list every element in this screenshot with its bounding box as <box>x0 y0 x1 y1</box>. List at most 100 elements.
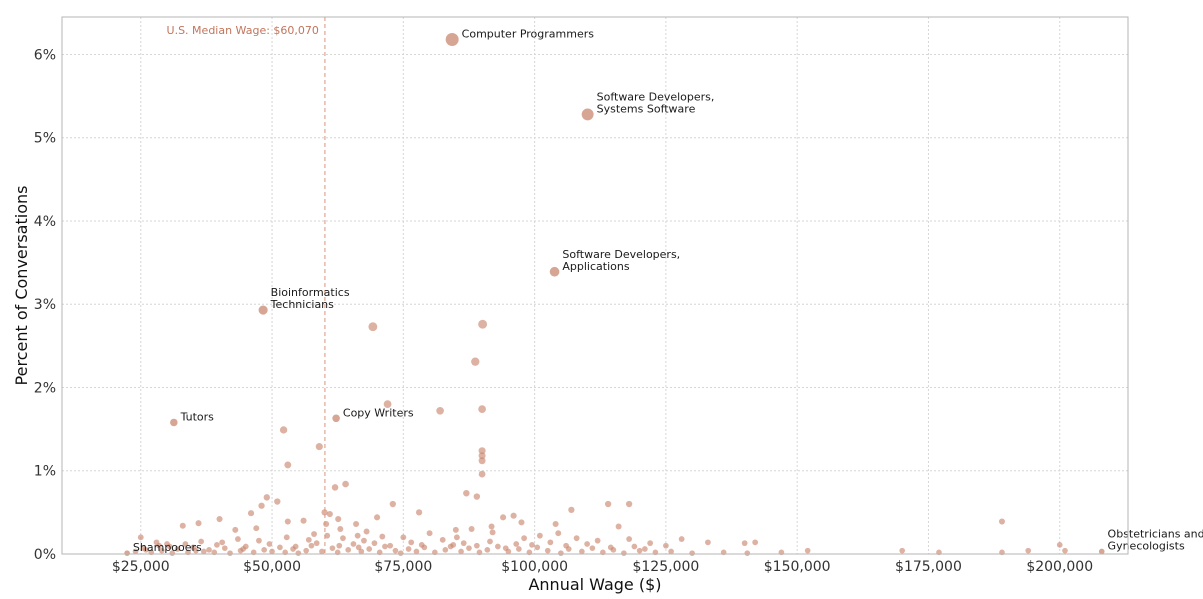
data-point <box>426 530 433 537</box>
data-point <box>342 480 349 488</box>
data-point <box>337 526 344 533</box>
data-point <box>284 461 292 469</box>
data-point <box>279 426 288 434</box>
data-point <box>741 540 748 547</box>
data-point <box>463 489 470 497</box>
data-point <box>336 542 343 549</box>
data-point <box>1062 547 1068 554</box>
data-point <box>387 542 394 549</box>
data-point <box>258 502 265 509</box>
data-point <box>442 547 449 553</box>
data-point <box>295 550 302 556</box>
data-point <box>311 531 318 537</box>
data-point <box>340 535 346 542</box>
y-tick-label: 5% <box>34 131 56 147</box>
y-tick-label: 1% <box>34 464 56 480</box>
data-point <box>345 547 352 553</box>
data-point <box>636 547 643 554</box>
labeled-data-point <box>1098 548 1105 555</box>
point-label: Bioinformatics <box>271 286 350 299</box>
data-point <box>300 517 307 524</box>
data-point <box>689 550 695 556</box>
data-point <box>415 509 423 516</box>
data-point <box>744 550 751 556</box>
data-point <box>305 536 312 543</box>
x-tick-label: $75,000 <box>374 559 432 575</box>
y-tick-label: 2% <box>34 380 56 396</box>
data-point <box>621 550 627 556</box>
data-point <box>473 493 481 500</box>
point-label: Obstetricians and <box>1108 528 1203 541</box>
data-point <box>323 521 330 528</box>
data-point <box>247 510 255 517</box>
data-point <box>371 540 378 547</box>
data-point <box>631 543 638 550</box>
data-point <box>353 521 360 528</box>
data-point <box>589 545 596 552</box>
data-point <box>140 545 147 552</box>
data-point <box>156 542 163 549</box>
data-point <box>284 518 291 525</box>
data-point <box>169 550 176 556</box>
point-label: Tutors <box>180 410 215 423</box>
point-label: Computer Programmers <box>462 27 595 40</box>
labeled-data-point <box>581 108 594 121</box>
x-axis-title: Annual Wage ($) <box>528 575 661 594</box>
data-point <box>200 548 207 555</box>
data-point <box>253 525 260 532</box>
data-point <box>326 510 333 518</box>
data-point <box>642 546 648 552</box>
data-point <box>489 529 496 536</box>
data-point <box>478 447 486 455</box>
data-point <box>668 548 674 555</box>
data-point <box>198 538 205 545</box>
data-point <box>452 526 459 533</box>
data-point <box>358 548 365 555</box>
data-point <box>534 544 541 551</box>
data-point <box>263 494 271 501</box>
data-point <box>478 457 486 465</box>
y-tick-label: 4% <box>34 214 56 230</box>
data-point <box>478 405 486 413</box>
data-point <box>478 470 486 478</box>
data-point <box>193 547 199 554</box>
data-point <box>1056 541 1063 548</box>
data-point <box>324 532 331 539</box>
data-point <box>752 539 759 546</box>
x-tick-label: $125,000 <box>632 559 699 575</box>
data-point <box>335 515 342 523</box>
data-point <box>500 514 507 521</box>
data-point <box>277 544 283 551</box>
data-point <box>458 548 464 555</box>
point-label: Software Developers, <box>597 90 715 103</box>
data-point <box>573 535 580 542</box>
data-point <box>558 550 564 556</box>
data-point <box>584 541 590 547</box>
data-point <box>329 545 336 552</box>
data-point <box>315 443 323 451</box>
x-tick-label: $200,000 <box>1026 559 1093 575</box>
labeled-data-point <box>332 414 340 423</box>
data-point <box>354 532 361 539</box>
labeled-data-point <box>549 266 560 277</box>
data-point <box>484 547 491 553</box>
data-point <box>179 522 186 529</box>
labeled-data-point <box>445 32 459 46</box>
data-point <box>468 526 475 533</box>
data-point <box>235 536 241 542</box>
data-point <box>705 539 711 546</box>
data-point <box>331 484 339 491</box>
data-point <box>363 528 370 535</box>
data-point <box>536 532 543 539</box>
data-point <box>269 548 275 555</box>
data-point <box>518 519 525 526</box>
data-point <box>604 500 612 508</box>
data-point <box>647 540 654 547</box>
data-point <box>221 545 228 552</box>
data-point <box>544 547 551 554</box>
data-point <box>232 526 239 533</box>
data-point <box>350 541 357 547</box>
data-point <box>804 547 811 554</box>
data-point <box>579 548 585 555</box>
